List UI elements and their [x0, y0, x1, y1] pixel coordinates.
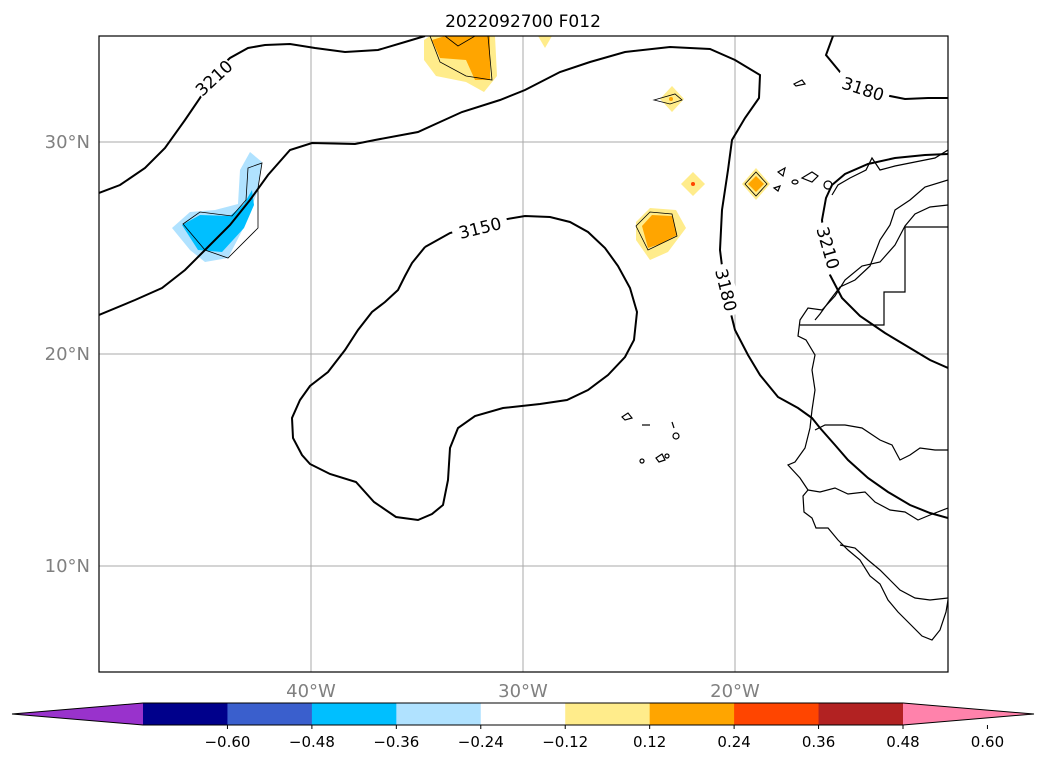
- colorbar-tick-label: −0.60: [204, 733, 250, 751]
- colorbar-tick-label: 0.24: [717, 733, 750, 751]
- contour-label-bg-2: [450, 211, 510, 245]
- colorbar-tick-label: −0.48: [289, 733, 335, 751]
- contour-3210-northwest: [99, 36, 426, 194]
- contour-3180-main: [99, 45, 948, 519]
- canary-islands-3: [800, 171, 819, 183]
- positive-anomaly-spot-4-outline: [635, 211, 678, 251]
- colorbar-tick-label: −0.36: [373, 733, 419, 751]
- border-sierra-leone: [839, 544, 948, 601]
- positive-anomaly-spot-1-outline: [652, 93, 683, 105]
- colorbar-outline: [11, 702, 1035, 726]
- colorbar-swatch: [143, 703, 228, 725]
- colorbar-extend-high: [903, 703, 1034, 725]
- colorbar-swatch: [818, 703, 904, 725]
- canary-islands-1: [772, 185, 782, 192]
- lon-label-40w: 40°W: [286, 681, 336, 702]
- latitude-labels: 30°N 20°N 10°N: [45, 132, 90, 577]
- colorbar-swatch: [734, 703, 820, 725]
- colorbar-tick-label: −0.12: [542, 733, 588, 751]
- positive-anomaly-north-outline: [429, 36, 493, 81]
- colorbar-extend-low: [12, 703, 143, 725]
- contour-label-bg-3: [710, 262, 742, 318]
- contour-label-bg-1: [189, 54, 237, 101]
- canary-islands-2: [791, 179, 799, 185]
- cape-verde-island-3: [671, 421, 675, 429]
- colorbar-swatch: [396, 703, 482, 725]
- cape-verde-islands: [621, 412, 680, 464]
- positive-anomaly-north-core: [432, 36, 490, 80]
- gridlines: [99, 36, 948, 672]
- negative-anomaly-core: [182, 190, 254, 252]
- colorbar-tick-label: 0.60: [971, 733, 1004, 751]
- positive-anomaly-spot-1-core: [669, 97, 673, 101]
- border-mali-senegal: [814, 424, 948, 461]
- positive-anomaly-spot-3-core: [748, 176, 764, 192]
- canary-islands-lanzarote: [776, 166, 786, 178]
- cape-verde-island-1: [621, 412, 634, 421]
- coastlines: [621, 79, 948, 641]
- colorbar-swatch: [311, 703, 397, 725]
- colorbar-swatch: [227, 703, 313, 725]
- cape-verde-island-5: [655, 453, 666, 463]
- map-frame: [98, 35, 949, 673]
- shaded-anomalies: [172, 36, 770, 262]
- cape-verde-island-6: [639, 458, 645, 464]
- coastline-africa: [786, 204, 948, 641]
- cape-verde-island-4: [672, 432, 680, 440]
- lon-label-20w: 20°W: [710, 681, 760, 702]
- border-guinea: [807, 487, 948, 521]
- cape-verde-island-7: [664, 453, 670, 459]
- colorbar-swatch: [565, 703, 651, 725]
- contour-3150: [290, 214, 639, 522]
- positive-anomaly-spot-4-core: [642, 215, 677, 248]
- colorbar-tick-label: −0.24: [458, 733, 504, 751]
- positive-anomaly-north-small: [538, 36, 552, 48]
- contour-label-bg-4: [811, 220, 845, 276]
- border-mauritania: [814, 179, 948, 321]
- longitude-labels: 40°W 30°W 20°W: [286, 681, 760, 702]
- colorbar-tick-label: 0.12: [633, 733, 666, 751]
- colorbar: −0.60 −0.48 −0.36 −0.24 −0.12 0.12 0.24 0.36 0.4…: [11, 702, 1035, 751]
- border-morocco: [831, 149, 948, 196]
- lat-label-10n: 10°N: [45, 556, 90, 577]
- positive-anomaly-spot-2-core: [691, 182, 695, 186]
- colorbar-tick-label: 0.48: [886, 733, 919, 751]
- colorbar-swatch: [480, 703, 566, 725]
- lat-label-20n: 20°N: [45, 344, 90, 365]
- negative-anomaly-outline: [182, 162, 263, 259]
- height-contours: [99, 36, 948, 522]
- madeira-island: [792, 79, 807, 87]
- positive-anomaly-spot-3-outline: [744, 171, 768, 197]
- colorbar-tick-label: 0.36: [802, 733, 835, 751]
- lon-label-30w: 30°W: [498, 681, 548, 702]
- contour-label-bg-5: [834, 71, 892, 107]
- map-title: 2022092700 F012: [445, 12, 601, 32]
- colorbar-swatch: [649, 703, 735, 725]
- border-western-sahara: [800, 226, 948, 326]
- lat-label-30n: 30°N: [45, 132, 90, 153]
